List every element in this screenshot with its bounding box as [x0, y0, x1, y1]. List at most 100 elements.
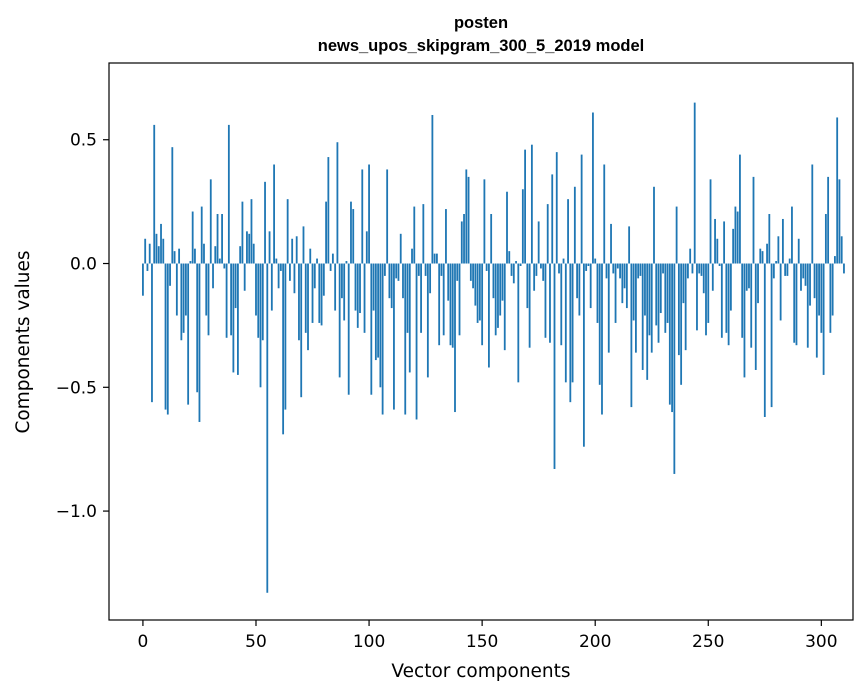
bar-57 [270, 263, 273, 311]
bar-309 [840, 236, 843, 264]
bar-143 [465, 169, 468, 264]
bar-0 [142, 263, 144, 296]
bar-285 [786, 263, 789, 276]
bar-40 [232, 263, 235, 373]
bar-261 [732, 228, 735, 264]
bar-190 [571, 263, 574, 383]
bar-132 [440, 263, 443, 276]
bar-264 [739, 154, 741, 264]
bar-188 [567, 199, 569, 264]
bar-61 [279, 263, 282, 271]
y-tick-label: −0.5 [56, 378, 97, 398]
bar-26 [200, 206, 203, 264]
bar-177 [542, 263, 545, 281]
bar-233 [668, 263, 671, 405]
bar-184 [558, 263, 560, 274]
bar-116 [404, 263, 407, 415]
bar-221 [641, 263, 644, 370]
bar-138 [454, 263, 456, 413]
bar-12 [169, 263, 171, 286]
bar-46 [246, 231, 248, 264]
bar-201 [596, 263, 599, 323]
bar-111 [393, 263, 395, 410]
bar-210 [616, 263, 619, 269]
bar-130 [436, 253, 438, 264]
y-tick-label: −1.0 [56, 502, 97, 522]
bar-292 [802, 263, 805, 279]
bar-48 [250, 199, 253, 264]
bar-107 [383, 263, 386, 276]
bar-41 [234, 263, 237, 309]
bar-294 [806, 263, 809, 348]
bar-6 [155, 233, 158, 264]
bar-10 [164, 263, 167, 410]
bar-27 [203, 243, 205, 264]
bar-157 [497, 263, 499, 328]
bar-148 [476, 263, 479, 323]
bar-123 [420, 263, 422, 333]
bar-243 [691, 263, 694, 274]
bar-8 [160, 223, 162, 264]
bar-267 [745, 263, 748, 291]
x-axis-ticks: 0 50 100 150 200 250 300 [138, 620, 838, 652]
bar-159 [501, 263, 504, 301]
bar-234 [671, 263, 673, 413]
bar-94 [354, 263, 357, 311]
bar-280 [775, 261, 778, 264]
bar-278 [770, 263, 773, 408]
bar-305 [831, 263, 834, 316]
bar-67 [293, 263, 296, 294]
bar-50 [255, 263, 257, 316]
bar-36 [223, 263, 226, 269]
bar-51 [257, 263, 260, 338]
bar-66 [291, 238, 294, 264]
bar-63 [284, 263, 287, 410]
bar-4 [151, 263, 153, 403]
bar-127 [429, 263, 432, 294]
bar-35 [221, 214, 223, 264]
bar-162 [508, 251, 511, 264]
bar-23 [194, 248, 196, 264]
bar-239 [682, 263, 685, 304]
bar-37 [225, 263, 228, 338]
bar-220 [639, 263, 642, 276]
bar-310 [843, 263, 845, 274]
bar-213 [623, 263, 626, 289]
bar-206 [607, 263, 610, 353]
bar-156 [494, 263, 497, 336]
bar-86 [336, 142, 339, 264]
bar-96 [359, 263, 361, 314]
bar-17 [180, 263, 183, 341]
bar-308 [838, 179, 841, 264]
bar-113 [397, 263, 400, 281]
x-tick-label: 50 [245, 632, 267, 652]
bar-38 [227, 124, 230, 264]
bar-100 [368, 164, 370, 264]
bar-62 [282, 263, 285, 435]
bar-219 [637, 263, 640, 279]
bar-281 [777, 236, 780, 264]
bar-101 [370, 263, 373, 395]
bar-238 [680, 263, 683, 385]
bar-302 [824, 214, 827, 264]
x-tick-label: 200 [579, 632, 611, 652]
bar-225 [650, 263, 653, 353]
bar-18 [182, 263, 185, 333]
bar-84 [331, 253, 334, 264]
chart-subtitle: news_upos_skipgram_300_5_2019 model [318, 37, 645, 55]
bar-117 [406, 263, 409, 333]
bar-167 [519, 263, 522, 266]
bar-77 [316, 258, 318, 264]
bar-119 [411, 248, 413, 264]
bar-254 [716, 238, 719, 264]
bar-247 [700, 263, 703, 276]
bar-24 [196, 263, 199, 393]
bar-33 [216, 214, 219, 264]
bar-272 [757, 263, 759, 304]
bar-246 [698, 263, 701, 274]
bar-166 [517, 263, 520, 383]
bar-155 [492, 263, 495, 299]
bar-277 [768, 214, 771, 264]
bar-95 [356, 263, 359, 328]
bar-259 [727, 263, 730, 346]
